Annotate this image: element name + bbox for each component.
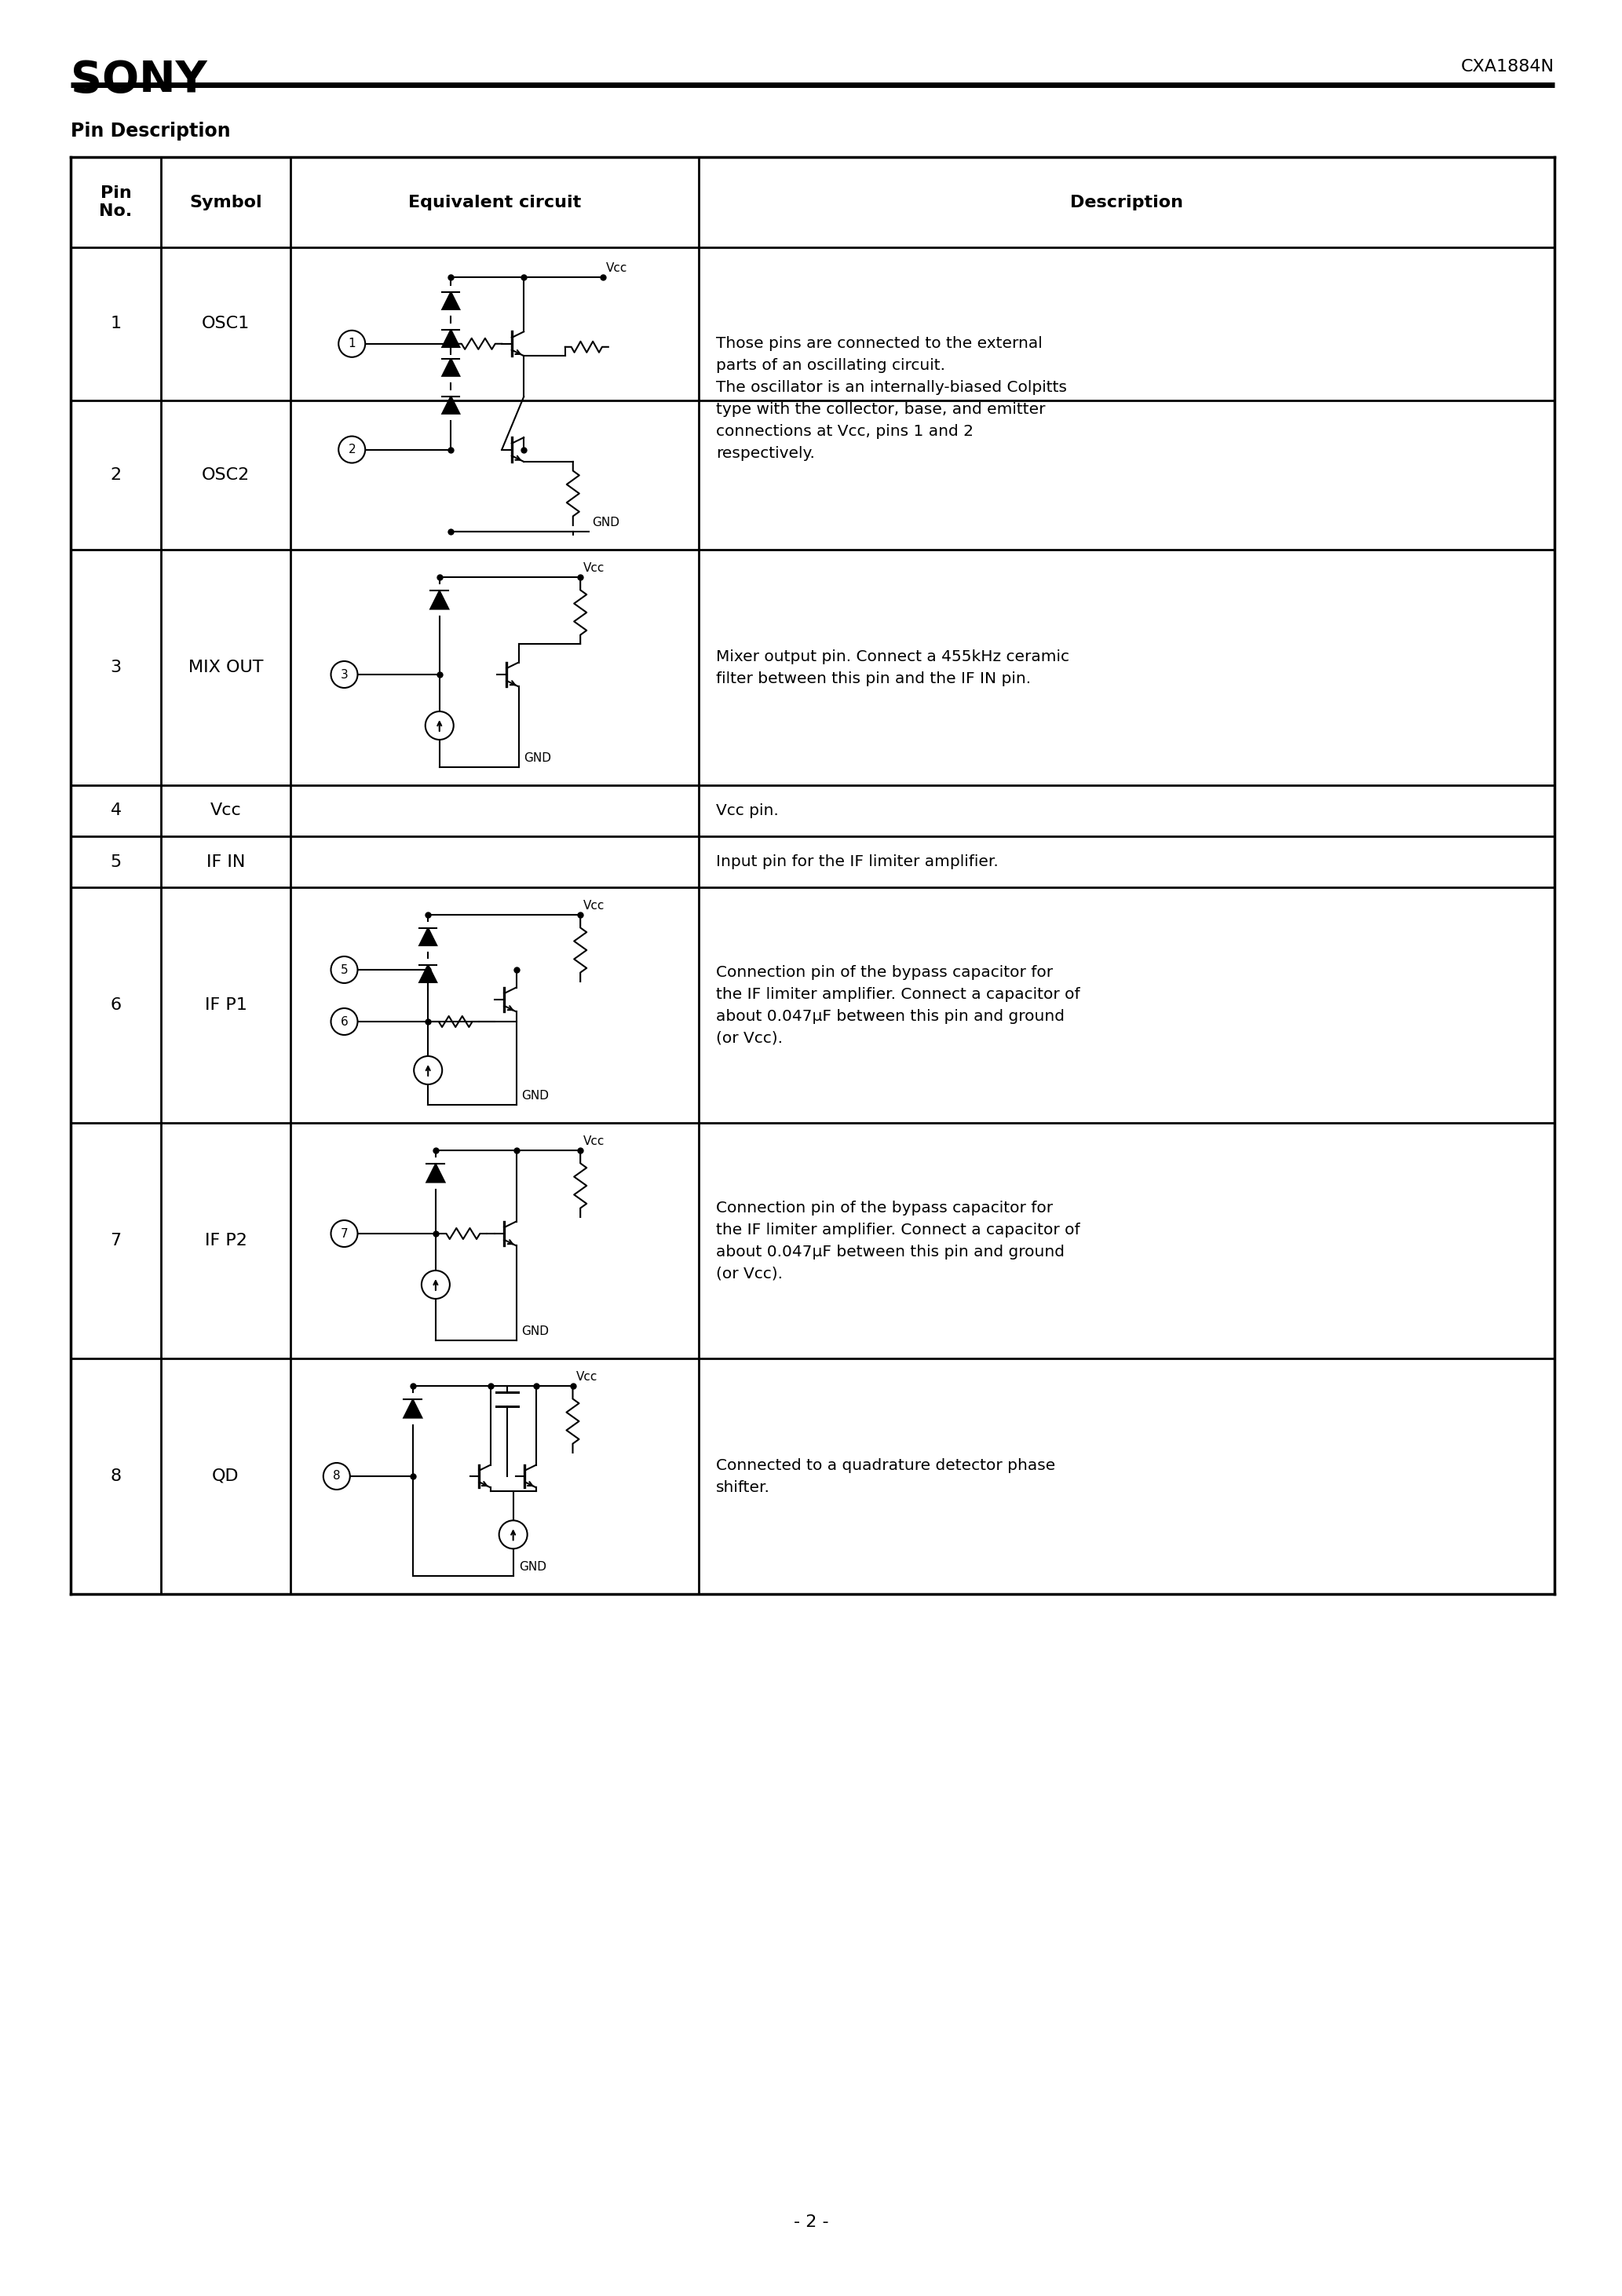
Text: GND: GND <box>522 1325 550 1336</box>
Text: 6: 6 <box>341 1015 349 1029</box>
Text: 2: 2 <box>349 443 355 455</box>
Text: MIX OUT: MIX OUT <box>188 659 263 675</box>
Text: Mixer output pin. Connect a 455kHz ceramic
filter between this pin and the IF IN: Mixer output pin. Connect a 455kHz ceram… <box>715 650 1069 687</box>
Text: Those pins are connected to the external
parts of an oscillating circuit.
The os: Those pins are connected to the external… <box>715 335 1067 461</box>
Text: IF P1: IF P1 <box>204 996 247 1013</box>
Text: GND: GND <box>592 517 620 528</box>
Text: - 2 -: - 2 - <box>793 2213 829 2229</box>
Text: Vcc: Vcc <box>607 262 628 273</box>
Circle shape <box>331 661 357 689</box>
Text: OSC2: OSC2 <box>201 466 250 482</box>
Circle shape <box>422 1270 449 1300</box>
Polygon shape <box>443 397 459 413</box>
Polygon shape <box>430 590 449 608</box>
Text: CXA1884N: CXA1884N <box>1461 60 1554 73</box>
Circle shape <box>339 331 365 358</box>
Text: Connection pin of the bypass capacitor for
the IF limiter amplifier. Connect a c: Connection pin of the bypass capacitor f… <box>715 1201 1080 1281</box>
Circle shape <box>500 1520 527 1550</box>
Text: Connection pin of the bypass capacitor for
the IF limiter amplifier. Connect a c: Connection pin of the bypass capacitor f… <box>715 964 1080 1045</box>
Text: GND: GND <box>524 753 551 765</box>
Text: 6: 6 <box>110 996 122 1013</box>
Circle shape <box>339 436 365 464</box>
Circle shape <box>331 957 357 983</box>
Text: 7: 7 <box>341 1228 349 1240</box>
Text: Connected to a quadrature detector phase
shifter.: Connected to a quadrature detector phase… <box>715 1458 1056 1495</box>
Text: 5: 5 <box>341 964 349 976</box>
Text: 7: 7 <box>110 1233 122 1249</box>
Text: 3: 3 <box>341 668 349 680</box>
Text: Vcc: Vcc <box>584 563 605 574</box>
Text: IF P2: IF P2 <box>204 1233 247 1249</box>
Text: Vcc pin.: Vcc pin. <box>715 804 779 817</box>
Text: 8: 8 <box>333 1469 341 1483</box>
Text: SONY: SONY <box>71 60 208 101</box>
Polygon shape <box>443 331 459 347</box>
Text: 3: 3 <box>110 659 122 675</box>
Polygon shape <box>443 358 459 377</box>
Text: GND: GND <box>519 1561 547 1573</box>
Text: 4: 4 <box>110 804 122 820</box>
Polygon shape <box>404 1401 422 1417</box>
Text: Input pin for the IF limiter amplifier.: Input pin for the IF limiter amplifier. <box>715 854 999 870</box>
Text: 2: 2 <box>110 466 122 482</box>
Text: Vcc: Vcc <box>211 804 242 820</box>
Circle shape <box>331 1008 357 1035</box>
Text: Pin Description: Pin Description <box>71 122 230 140</box>
Text: Pin
No.: Pin No. <box>99 186 133 218</box>
Text: Vcc: Vcc <box>584 1137 605 1148</box>
Polygon shape <box>427 1164 444 1182</box>
Text: Symbol: Symbol <box>190 195 263 209</box>
Text: OSC1: OSC1 <box>201 317 250 331</box>
Text: QD: QD <box>212 1469 240 1483</box>
Text: GND: GND <box>522 1091 550 1102</box>
Polygon shape <box>443 292 459 310</box>
Polygon shape <box>420 964 436 983</box>
Polygon shape <box>420 928 436 946</box>
Text: IF IN: IF IN <box>206 854 245 870</box>
Text: 1: 1 <box>110 317 122 331</box>
Text: 5: 5 <box>110 854 122 870</box>
Text: 1: 1 <box>349 338 355 349</box>
Text: Equivalent circuit: Equivalent circuit <box>409 195 581 209</box>
Circle shape <box>414 1056 443 1084</box>
Text: Description: Description <box>1071 195 1182 209</box>
Text: Vcc: Vcc <box>584 900 605 912</box>
Text: 8: 8 <box>110 1469 122 1483</box>
Circle shape <box>331 1219 357 1247</box>
Text: Vcc: Vcc <box>576 1371 597 1382</box>
Circle shape <box>323 1463 350 1490</box>
Circle shape <box>425 712 454 739</box>
